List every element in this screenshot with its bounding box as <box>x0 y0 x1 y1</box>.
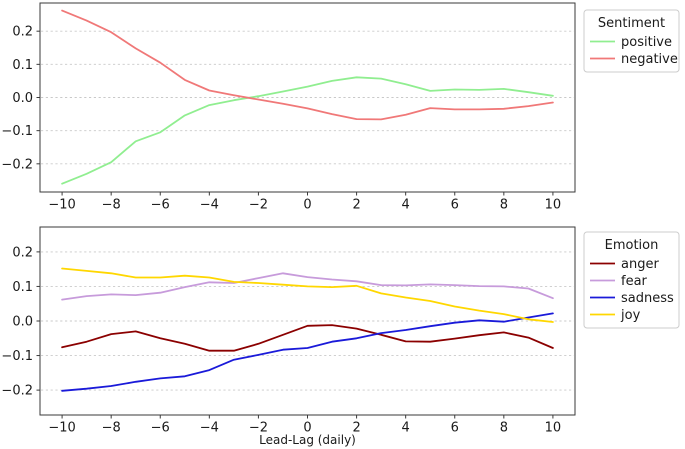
series-anger-line <box>61 324 554 352</box>
y-tick-label: 0.2 <box>12 25 33 40</box>
y-tick-label: 0.0 <box>12 315 33 330</box>
plot-border <box>39 2 576 193</box>
x-tick-label: −4 <box>200 198 219 213</box>
x-axis-ticks: −10 −8 −6 −4 −2 0 2 4 6 8 10 <box>48 192 561 213</box>
x-tick-label: 4 <box>402 198 410 213</box>
y-tick-label: −0.2 <box>1 384 33 399</box>
y-tick-label: 0.1 <box>12 280 33 295</box>
legend-label-negative: negative <box>621 52 678 67</box>
legend-box <box>583 231 680 329</box>
x-tick-label: −8 <box>102 421 121 436</box>
y-tick-label: −0.1 <box>1 349 33 364</box>
x-tick-label: 2 <box>352 421 360 436</box>
x-tick-label: −2 <box>249 421 268 436</box>
x-tick-label: 4 <box>402 421 410 436</box>
y-axis-ticks: 0.2 0.1 0.0 −0.1 −0.2 <box>1 25 40 172</box>
chart-emotion: 0.2 0.1 0.0 −0.1 −0.2 −10 −8 −6 −4 −2 0 2 4 6 8 10 Lead-… <box>1 226 680 447</box>
legend-emotion: Emotion anger fear sadness joy <box>583 231 680 329</box>
x-tick-label: −6 <box>151 198 170 213</box>
x-tick-label: 8 <box>500 198 508 213</box>
x-tick-label: −10 <box>48 198 75 213</box>
chart-sentiment: 0.2 0.1 0.0 −0.1 −0.2 −10 −8 −6 −4 −2 0 2 4 6 8 10 Senti… <box>1 2 680 213</box>
legend-label-anger: anger <box>621 257 659 272</box>
y-gridlines <box>41 30 574 165</box>
series-sadness-line <box>61 312 554 392</box>
legend-label-joy: joy <box>620 308 641 323</box>
legend-title: Sentiment <box>598 16 665 31</box>
legend-label-fear: fear <box>621 274 648 289</box>
y-tick-label: −0.1 <box>1 124 33 139</box>
x-tick-label: −2 <box>249 198 268 213</box>
y-axis-ticks: 0.2 0.1 0.0 −0.1 −0.2 <box>1 245 40 399</box>
y-tick-label: 0.0 <box>12 91 33 106</box>
x-tick-label: 10 <box>545 421 562 436</box>
y-tick-label: −0.2 <box>1 157 33 172</box>
legend-box <box>583 9 680 73</box>
series-fear-line <box>61 272 554 301</box>
series-negative-line <box>61 9 554 121</box>
series-positive-line <box>61 76 554 185</box>
x-tick-label: 6 <box>451 421 459 436</box>
x-tick-label: 8 <box>500 421 508 436</box>
legend-title: Emotion <box>605 238 659 253</box>
x-axis-label: Lead-Lag (daily) <box>259 433 356 447</box>
x-tick-label: 6 <box>451 198 459 213</box>
x-tick-label: 2 <box>352 198 360 213</box>
x-tick-label: −6 <box>151 421 170 436</box>
plot-border <box>39 226 576 416</box>
series-joy-line <box>61 267 554 323</box>
legend-sentiment: Sentiment positive negative <box>583 9 680 73</box>
x-tick-label: 10 <box>545 198 562 213</box>
y-tick-label: 0.1 <box>12 58 33 73</box>
x-axis-ticks: −10 −8 −6 −4 −2 0 2 4 6 8 10 <box>48 415 561 436</box>
legend-label-sadness: sadness <box>621 291 674 306</box>
x-tick-label: −10 <box>48 421 75 436</box>
y-tick-label: 0.2 <box>12 245 33 260</box>
x-tick-label: −4 <box>200 421 219 436</box>
legend-label-positive: positive <box>621 35 672 50</box>
x-tick-label: −8 <box>102 198 121 213</box>
x-tick-label: 0 <box>303 198 311 213</box>
x-tick-label: 0 <box>303 421 311 436</box>
